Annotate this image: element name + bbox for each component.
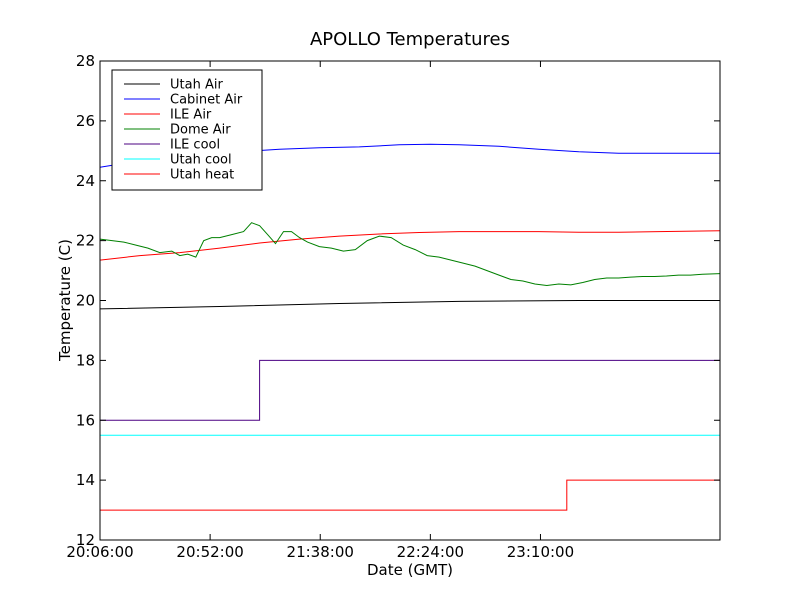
- plot-area: [99, 143, 721, 511]
- legend-entry: Utah cool: [170, 153, 232, 168]
- series-line-utah-heat: [100, 479, 720, 511]
- axis-ticks: 20:06:00 20:52:00 21:38:00 22:24:00 23:10:00…: [66, 52, 720, 561]
- y-tick-label: 16: [76, 411, 95, 429]
- legend-entry: Utah heat: [170, 168, 234, 183]
- series-line-ile-cool: [100, 359, 720, 421]
- y-axis-label: Temperature (C): [56, 239, 74, 362]
- y-tick-label: 14: [76, 471, 95, 489]
- x-tick-label: 20:06:00: [66, 543, 133, 561]
- x-axis-label: Date (GMT): [367, 561, 453, 579]
- legend-box: [111, 69, 263, 191]
- y-tick-label: 28: [76, 52, 95, 70]
- legend-entry: ILE Air: [170, 108, 212, 123]
- series-line-ile-air: [99, 230, 721, 261]
- y-tick-label: 12: [76, 531, 95, 549]
- legend-entry: ILE cool: [170, 138, 220, 153]
- x-tick-label: 22:24:00: [397, 543, 464, 561]
- y-tick-label: 20: [76, 292, 95, 310]
- series-line-dome-air: [99, 222, 721, 287]
- x-tick-label: 21:38:00: [287, 543, 354, 561]
- chart-title: APOLLO Temperatures: [310, 29, 510, 50]
- legend-entry: Dome Air: [170, 123, 231, 138]
- y-tick-label: 22: [76, 232, 95, 250]
- y-tick-label: 18: [76, 351, 95, 369]
- series-line-utah-air: [99, 300, 720, 310]
- x-tick-label: 23:10:00: [507, 543, 574, 561]
- y-tick-label: 26: [76, 112, 95, 130]
- legend-entry: Utah Air: [170, 78, 223, 93]
- y-tick-label: 24: [76, 172, 95, 190]
- legend-entry: Cabinet Air: [170, 93, 243, 108]
- x-tick-label: 20:52:00: [176, 543, 243, 561]
